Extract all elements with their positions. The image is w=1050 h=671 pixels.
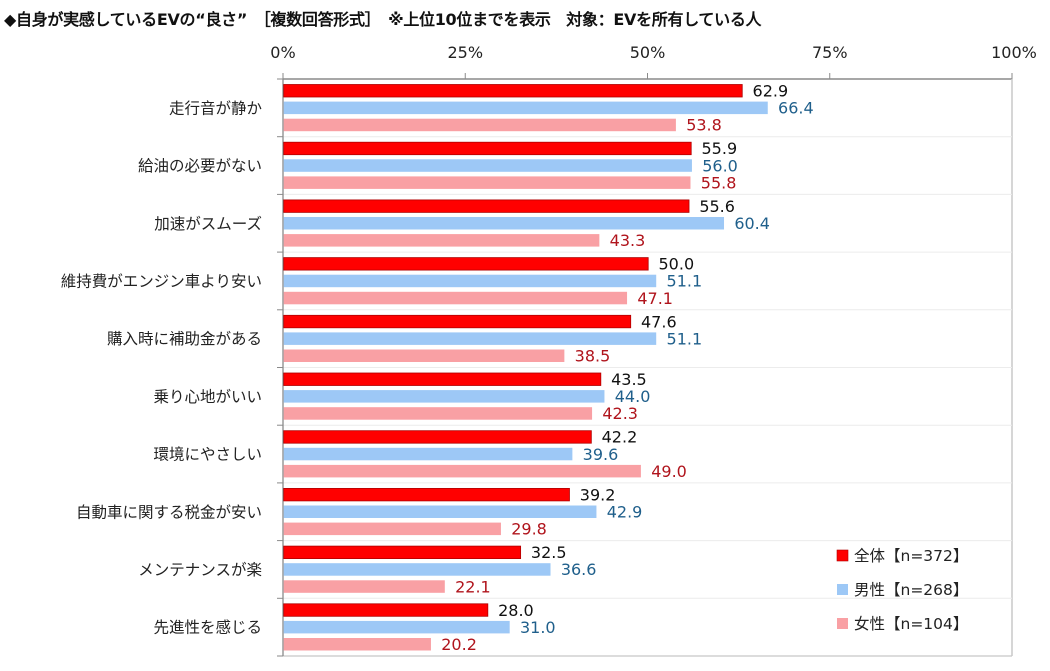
legend-swatch bbox=[837, 584, 848, 595]
category-label: 環境にやさしい bbox=[153, 445, 262, 464]
category-label: メンテナンスが楽 bbox=[138, 561, 262, 579]
x-tick-label: 0% bbox=[270, 43, 295, 62]
legend-label: 女性【n=104】 bbox=[854, 614, 968, 633]
data-label: 47.1 bbox=[637, 289, 673, 308]
legend-swatch bbox=[837, 618, 848, 629]
data-label: 49.0 bbox=[651, 462, 687, 481]
category-label: 乗り心地がいい bbox=[153, 388, 262, 406]
data-label: 66.4 bbox=[778, 99, 814, 118]
data-label: 36.6 bbox=[561, 560, 597, 579]
bar-female bbox=[283, 522, 501, 536]
data-label: 51.1 bbox=[667, 329, 703, 348]
x-tick-label: 100% bbox=[991, 43, 1037, 62]
data-label: 28.0 bbox=[498, 601, 534, 620]
data-label: 50.0 bbox=[659, 255, 695, 274]
data-label: 43.5 bbox=[611, 370, 647, 389]
bar-female bbox=[283, 291, 628, 305]
bar-total bbox=[283, 199, 690, 213]
x-tick-label: 75% bbox=[812, 43, 848, 62]
legend-label: 全体【n=372】 bbox=[854, 547, 968, 565]
bar-male bbox=[283, 390, 605, 403]
bar-female bbox=[283, 464, 641, 478]
data-label: 39.2 bbox=[580, 485, 616, 504]
bar-total bbox=[283, 84, 743, 98]
category-labels: 走行音が静か給油の必要がない加速がスムーズ維持費がエンジン車より安い購入時に補助… bbox=[61, 99, 262, 636]
legend: 全体【n=372】男性【n=268】女性【n=104】 bbox=[836, 547, 968, 633]
bar-total bbox=[283, 372, 602, 386]
bar-female bbox=[283, 349, 565, 362]
bar-female bbox=[283, 407, 593, 420]
bar-female bbox=[283, 638, 431, 651]
bar-male bbox=[283, 447, 573, 461]
data-label: 42.2 bbox=[602, 428, 638, 447]
data-label: 39.6 bbox=[583, 445, 619, 464]
value-labels: 62.966.4 53.8 55.956.055.8 55.660.4 43.3 50.0… bbox=[441, 82, 813, 655]
data-label: 56.0 bbox=[702, 156, 738, 175]
bar-male bbox=[283, 620, 510, 634]
category-label: 維持費がエンジン車より安い bbox=[61, 272, 262, 290]
category-label: 先進性を感じる bbox=[153, 619, 262, 637]
category-label: 給油の必要がない bbox=[138, 157, 262, 175]
x-axis-ticks: 0% 25% 50% 75% 100% bbox=[270, 43, 1037, 79]
category-label: 購入時に補助金がある bbox=[107, 330, 262, 348]
data-label: 51.1 bbox=[667, 272, 703, 291]
legend-label: 男性【n=268】 bbox=[854, 581, 968, 599]
data-label: 22.1 bbox=[455, 577, 491, 596]
bar-male bbox=[283, 505, 597, 518]
bar-total bbox=[283, 430, 592, 444]
legend-swatch bbox=[836, 549, 849, 562]
data-label: 20.2 bbox=[441, 635, 477, 654]
data-label: 32.5 bbox=[531, 543, 567, 562]
bar-male bbox=[283, 101, 768, 115]
category-label: 加速がスムーズ bbox=[154, 215, 262, 233]
bar-male bbox=[283, 563, 551, 576]
bar-total bbox=[283, 257, 649, 271]
x-tick-label: 50% bbox=[630, 43, 666, 62]
data-label: 60.4 bbox=[734, 214, 770, 233]
bar-total bbox=[283, 603, 489, 617]
bar-total bbox=[283, 314, 632, 329]
data-label: 31.0 bbox=[520, 618, 556, 637]
data-label: 38.5 bbox=[575, 347, 611, 366]
bar-total bbox=[283, 545, 522, 559]
data-label: 42.3 bbox=[602, 404, 638, 423]
data-label: 44.0 bbox=[615, 387, 651, 406]
bar-female bbox=[283, 234, 600, 247]
bar-total bbox=[283, 141, 692, 156]
bar-male bbox=[283, 274, 657, 288]
grid bbox=[277, 78, 1013, 657]
data-label: 29.8 bbox=[511, 520, 547, 539]
bars bbox=[283, 84, 768, 651]
bar-male bbox=[283, 332, 657, 345]
data-label: 55.9 bbox=[702, 139, 738, 158]
data-label: 47.6 bbox=[641, 312, 677, 331]
bar-female bbox=[283, 176, 691, 189]
bar-male bbox=[283, 159, 692, 172]
data-label: 53.8 bbox=[686, 116, 722, 135]
category-label: 走行音が静か bbox=[169, 99, 262, 117]
data-label: 62.9 bbox=[753, 82, 789, 101]
bar-male bbox=[283, 217, 725, 230]
category-label: 自動車に関する税金が安い bbox=[76, 503, 262, 521]
data-label: 43.3 bbox=[610, 231, 646, 250]
bar-female bbox=[283, 118, 676, 132]
x-tick-label: 25% bbox=[447, 43, 483, 62]
bar-total bbox=[283, 487, 570, 502]
data-label: 55.6 bbox=[699, 197, 735, 216]
data-label: 42.9 bbox=[607, 503, 643, 522]
chart-title: ◆自身が実感しているEVの“良さ” ［複数回答形式］ ※上位10位までを表示 対… bbox=[4, 10, 762, 29]
bar-female bbox=[283, 580, 445, 593]
data-label: 55.8 bbox=[701, 173, 737, 192]
